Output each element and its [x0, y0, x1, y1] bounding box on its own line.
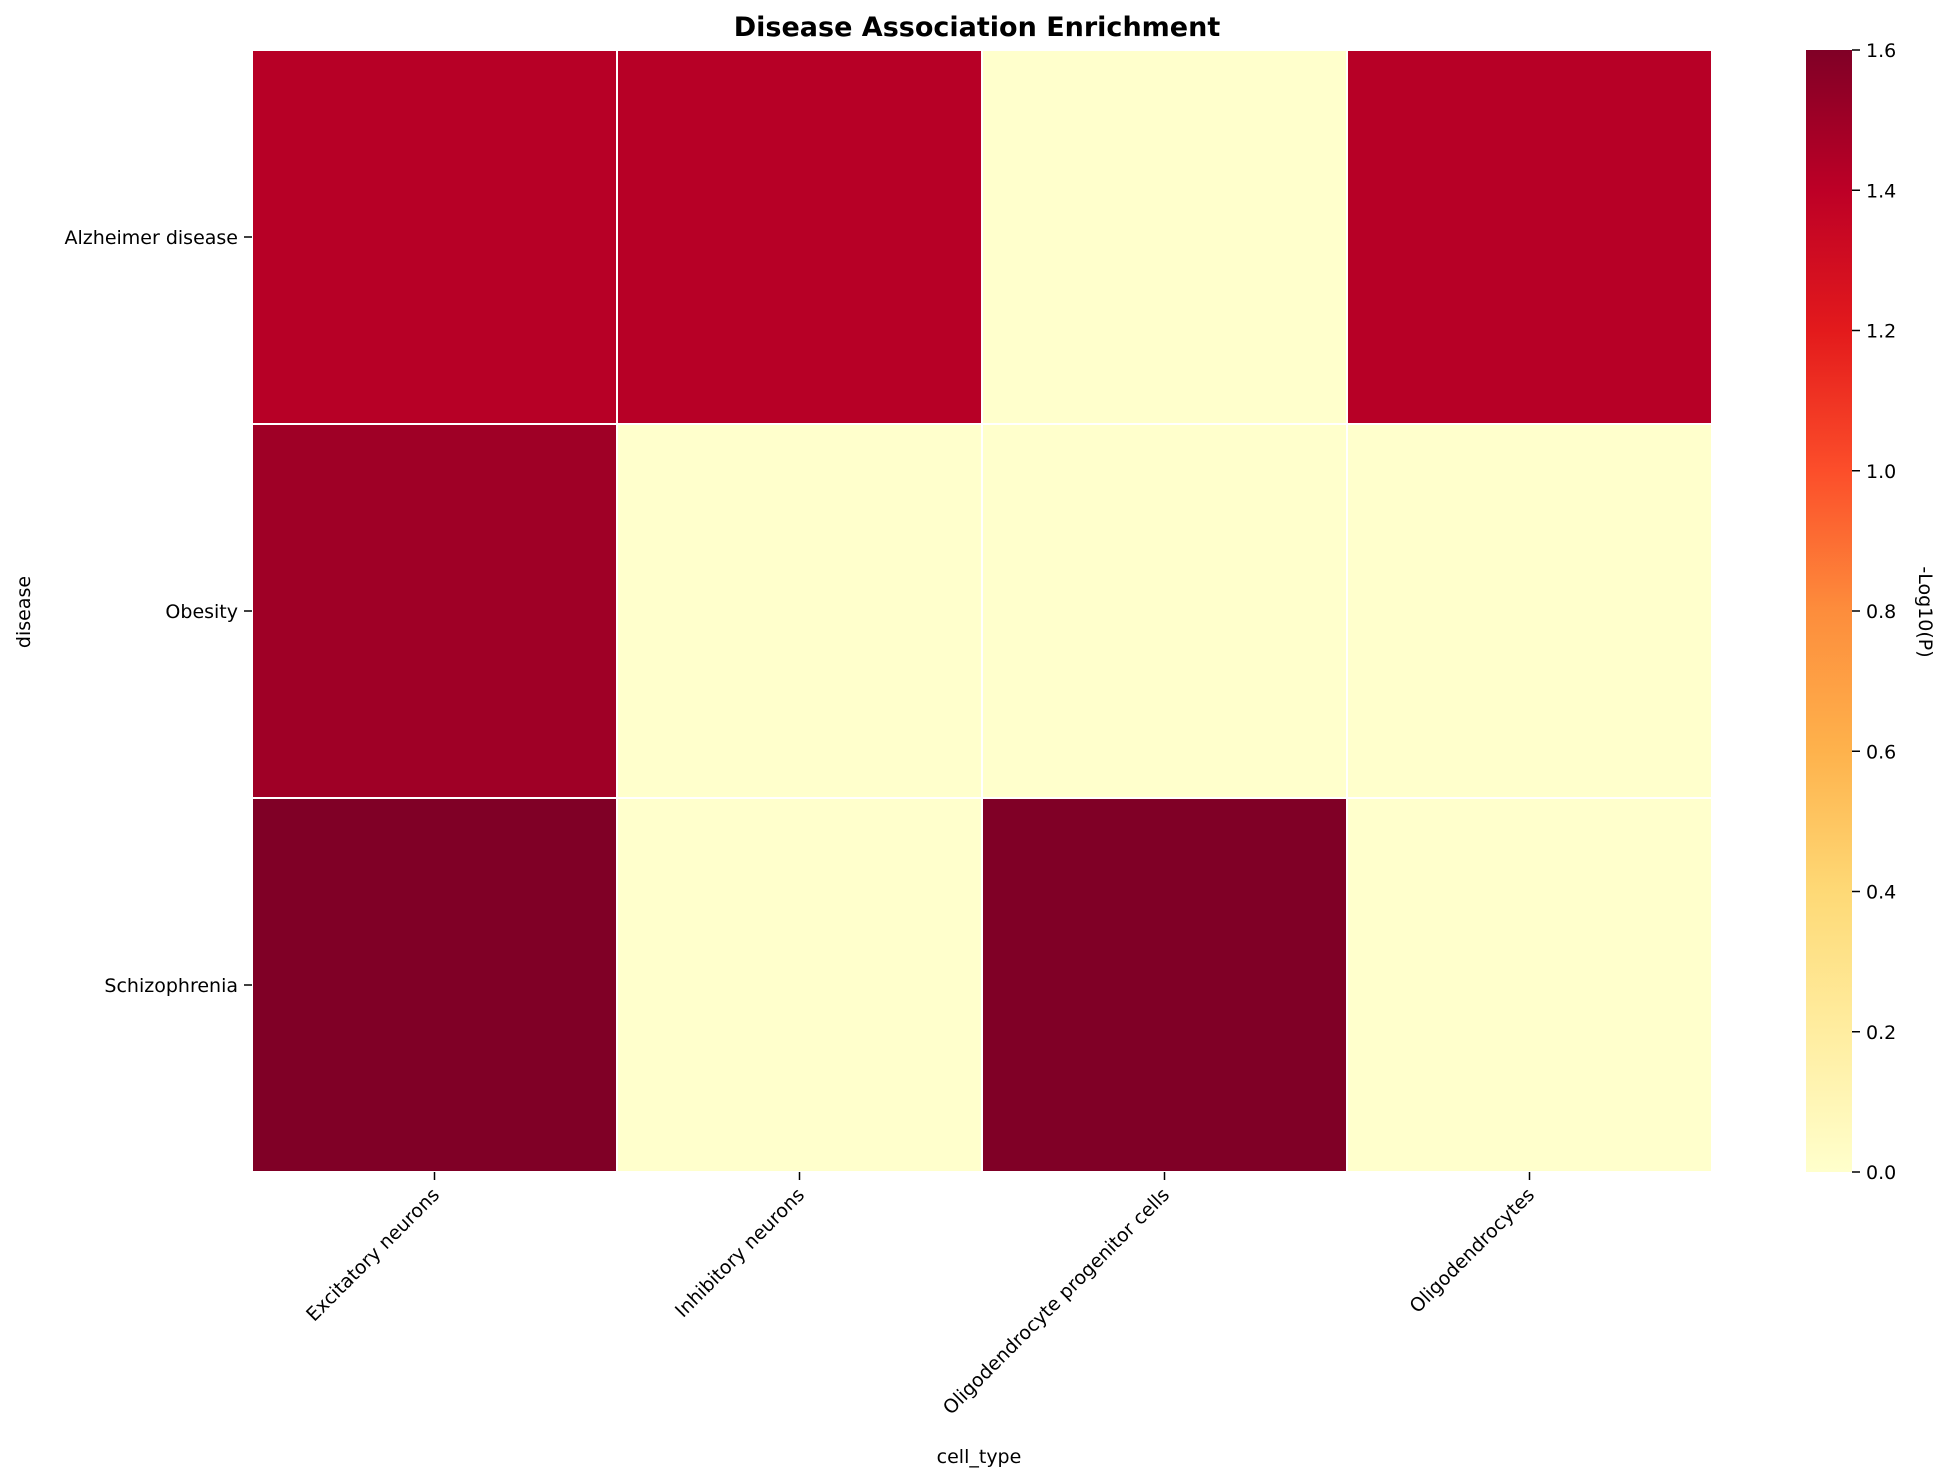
- heatmap-cells: [251, 49, 1713, 1173]
- colorbar-gradient: [1806, 50, 1852, 1172]
- colorbar-tick-label: 1.0: [1866, 461, 1896, 483]
- colorbar: 0.0 0.2 0.4 0.6 0.8 1.0 1.2 1.4 1.6: [1806, 40, 1896, 1184]
- colorbar-tick-label: 1.6: [1866, 40, 1896, 62]
- colorbar-tick-label: 1.2: [1866, 321, 1896, 343]
- y-axis: Alzheimer disease Obesity Schizophrenia: [65, 227, 252, 997]
- heatmap-cell: [616, 797, 983, 1173]
- y-tick-label: Schizophrenia: [104, 975, 238, 997]
- chart-title: Disease Association Enrichment: [734, 12, 1221, 43]
- heatmap-cell: [1346, 49, 1713, 425]
- x-tick-label: Excitatory neurons: [302, 1184, 444, 1326]
- y-tick-label: Obesity: [165, 601, 238, 623]
- x-axis-label: cell_type: [937, 1446, 1022, 1468]
- heatmap-cell: [981, 423, 1348, 799]
- colorbar-tick-label: 0.0: [1866, 1162, 1896, 1184]
- heatmap-cell: [1346, 423, 1713, 799]
- heatmap-cell: [981, 797, 1348, 1173]
- y-axis-label: disease: [13, 576, 35, 648]
- x-axis: Excitatory neurons Inhibitory neurons Olig…: [302, 1172, 1539, 1419]
- colorbar-tick-label: 0.2: [1866, 1022, 1896, 1044]
- heatmap-cell: [1346, 797, 1713, 1173]
- x-tick-label: Inhibitory neurons: [671, 1184, 809, 1322]
- colorbar-tick-label: 0.4: [1866, 882, 1896, 904]
- colorbar-tick-label: 0.6: [1866, 741, 1896, 763]
- heatmap-cell: [251, 49, 618, 425]
- heatmap-cell: [616, 423, 983, 799]
- heatmap-cell: [981, 49, 1348, 425]
- heatmap-cell: [251, 423, 618, 799]
- colorbar-tick-label: 1.4: [1866, 180, 1896, 202]
- colorbar-tick-label: 0.8: [1866, 601, 1896, 623]
- y-tick-label: Alzheimer disease: [65, 227, 238, 249]
- heatmap-cell: [616, 49, 983, 425]
- x-tick-label: Oligodendrocytes: [1406, 1184, 1540, 1318]
- colorbar-label: -Log10(P): [1914, 566, 1936, 657]
- heatmap-cell: [251, 797, 618, 1173]
- x-tick-label: Oligodendrocyte progenitor cells: [939, 1184, 1174, 1419]
